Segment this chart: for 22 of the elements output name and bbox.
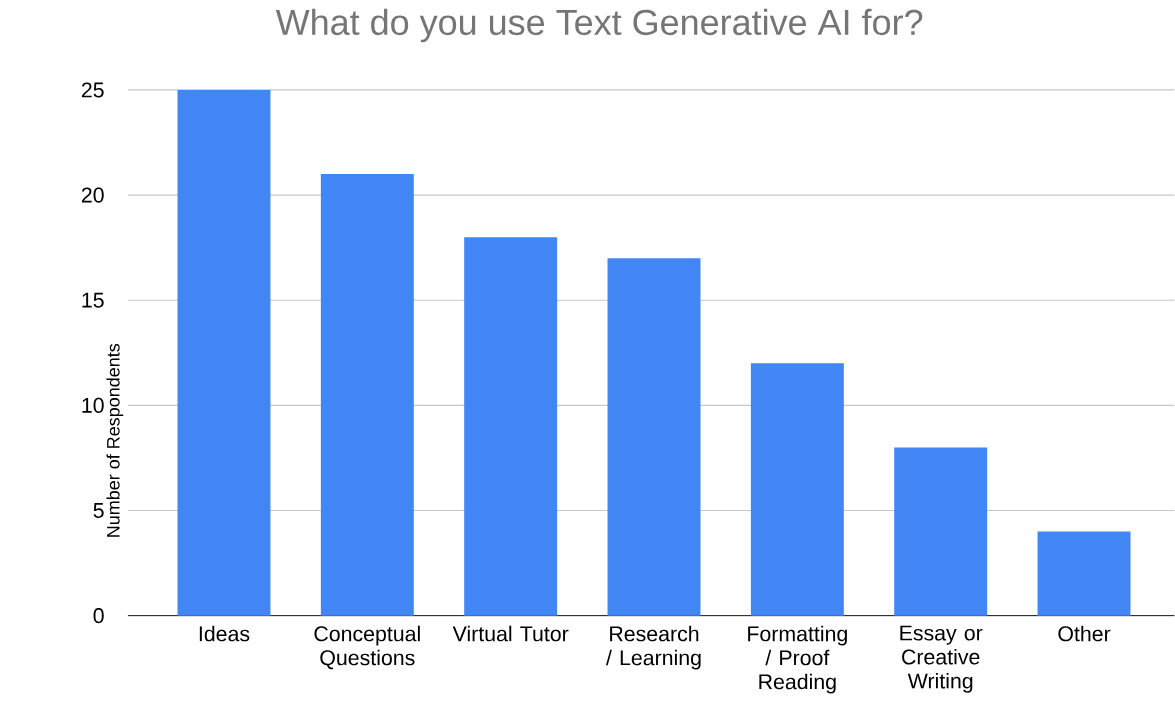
bar: [177, 90, 271, 616]
y-tick-label: 25: [81, 82, 104, 98]
y-tick-label: 20: [81, 187, 104, 203]
x-tick-label: Virtual Tutor: [452, 625, 569, 642]
bar: [1037, 531, 1131, 616]
bar: [320, 174, 414, 616]
bar: [894, 447, 988, 616]
x-tick-label: Ideas: [199, 625, 250, 642]
x-tick-label: Research / Learning: [606, 625, 701, 670]
bar: [750, 363, 844, 616]
y-tick-label: 15: [82, 292, 104, 308]
chart-title: What do you use Text Generative AI for?: [275, 8, 923, 43]
y-tick-label: 5: [93, 503, 104, 519]
y-axis-title: Number of Respondents: [106, 344, 124, 537]
y-tick-label: 0: [93, 608, 104, 624]
x-tick-label: Formatting / Proof Reading: [748, 625, 847, 694]
x-tick-label: Conceptual Questions: [314, 625, 420, 670]
bar: [607, 258, 701, 616]
bar: [464, 237, 558, 616]
y-tick-label: 10: [82, 398, 104, 414]
x-tick-label: Other: [1058, 625, 1111, 642]
x-tick-label: Essay or Creative Writing: [900, 625, 983, 693]
